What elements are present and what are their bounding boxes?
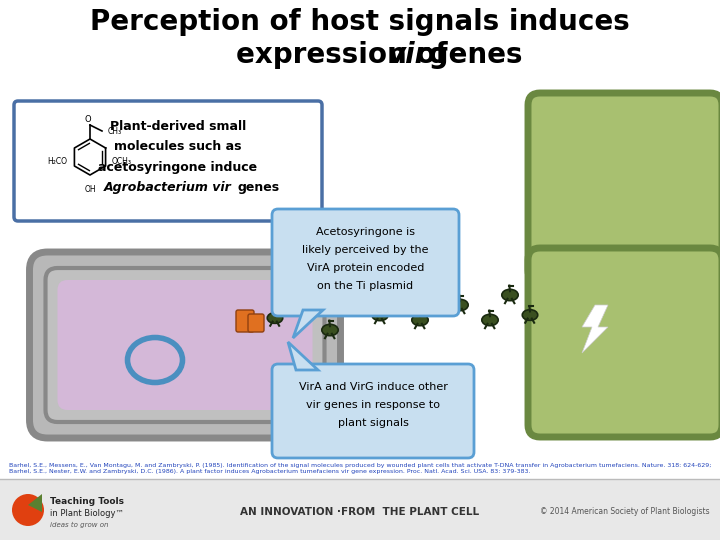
Text: acetosyringone induce: acetosyringone induce [99,160,258,173]
FancyBboxPatch shape [272,364,474,458]
Text: plant signals: plant signals [338,418,408,428]
Text: ideas to grow on: ideas to grow on [50,522,109,528]
Text: vir genes in response to: vir genes in response to [306,400,440,410]
Text: O: O [85,114,91,124]
Text: genes: genes [238,180,280,193]
FancyBboxPatch shape [45,268,325,422]
Polygon shape [293,310,323,338]
Ellipse shape [322,325,338,336]
Polygon shape [28,494,42,512]
Text: VirA protein encoded: VirA protein encoded [307,263,424,273]
Polygon shape [288,342,318,370]
Text: Barhel, S.E., Messens, E., Van Montagu, M. and Zambryski, P. (1985). Identificat: Barhel, S.E., Messens, E., Van Montagu, … [9,463,711,474]
FancyBboxPatch shape [248,314,264,332]
Ellipse shape [412,314,428,326]
Text: likely perceived by the: likely perceived by the [302,245,428,255]
FancyBboxPatch shape [58,280,312,410]
Text: vir: vir [387,41,428,69]
Text: molecules such as: molecules such as [114,140,242,153]
FancyBboxPatch shape [528,248,720,437]
Text: OCH₃: OCH₃ [112,157,132,165]
FancyBboxPatch shape [528,93,720,282]
Text: Agrobacterium vir: Agrobacterium vir [104,180,232,193]
Polygon shape [582,305,608,353]
Text: genes: genes [419,41,523,69]
FancyBboxPatch shape [14,101,322,221]
FancyBboxPatch shape [272,209,459,316]
Text: on the Ti plasmid: on the Ti plasmid [318,281,413,291]
Ellipse shape [502,289,518,301]
Text: CH₃: CH₃ [108,126,122,136]
Ellipse shape [267,313,283,323]
Circle shape [12,494,44,526]
Text: in Plant Biology™: in Plant Biology™ [50,509,124,517]
Text: Teaching Tools: Teaching Tools [50,496,124,505]
Text: VirA and VirG induce other: VirA and VirG induce other [299,382,447,392]
Text: AN INNOVATION ·FROM  THE PLANT CELL: AN INNOVATION ·FROM THE PLANT CELL [240,507,480,517]
FancyBboxPatch shape [30,252,341,438]
Text: Acetosyringone is: Acetosyringone is [316,227,415,237]
Ellipse shape [482,314,498,326]
FancyBboxPatch shape [236,310,254,332]
Ellipse shape [452,299,468,310]
Text: expression of: expression of [236,41,457,69]
Text: Plant-derived small: Plant-derived small [110,120,246,133]
Text: OH: OH [84,185,96,194]
Bar [0,480,720,540]
Text: H₂CO: H₂CO [47,157,67,165]
Text: Perception of host signals induces: Perception of host signals induces [90,8,630,36]
Text: © 2014 American Society of Plant Biologists: © 2014 American Society of Plant Biologi… [541,508,710,516]
Ellipse shape [522,309,538,320]
Ellipse shape [372,309,388,321]
